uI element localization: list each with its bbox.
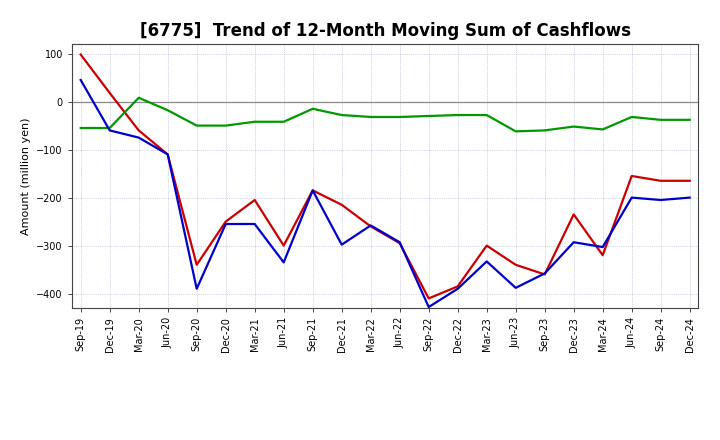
Free Cashflow [192, 286, 201, 291]
Free Cashflow [541, 271, 549, 276]
Free Cashflow [570, 240, 578, 245]
Investing Cashflow [279, 119, 288, 125]
Investing Cashflow [76, 125, 85, 131]
Free Cashflow [366, 223, 375, 228]
Free Cashflow [424, 304, 433, 310]
Operating Cashflow [657, 178, 665, 183]
Free Cashflow [221, 221, 230, 227]
Investing Cashflow [482, 112, 491, 117]
Operating Cashflow [105, 90, 114, 95]
Operating Cashflow [251, 198, 259, 203]
Investing Cashflow [570, 124, 578, 129]
Investing Cashflow [685, 117, 694, 122]
Investing Cashflow [105, 125, 114, 131]
Free Cashflow [308, 188, 317, 193]
Free Cashflow [135, 135, 143, 140]
Free Cashflow [279, 260, 288, 265]
Operating Cashflow [221, 219, 230, 224]
Investing Cashflow [221, 123, 230, 128]
Free Cashflow [251, 221, 259, 227]
Free Cashflow [338, 242, 346, 247]
Free Cashflow [598, 244, 607, 249]
Operating Cashflow [570, 212, 578, 217]
Line: Free Cashflow: Free Cashflow [81, 80, 690, 307]
Y-axis label: Amount (million yen): Amount (million yen) [21, 117, 31, 235]
Investing Cashflow [192, 123, 201, 128]
Operating Cashflow [395, 241, 404, 246]
Operating Cashflow [627, 173, 636, 179]
Operating Cashflow [511, 262, 520, 268]
Investing Cashflow [541, 128, 549, 133]
Investing Cashflow [657, 117, 665, 122]
Free Cashflow [76, 77, 85, 83]
Line: Investing Cashflow: Investing Cashflow [81, 98, 690, 132]
Investing Cashflow [454, 112, 462, 117]
Free Cashflow [395, 240, 404, 245]
Operating Cashflow [598, 253, 607, 258]
Free Cashflow [685, 195, 694, 200]
Operating Cashflow [366, 224, 375, 229]
Free Cashflow [163, 152, 172, 157]
Investing Cashflow [163, 108, 172, 113]
Free Cashflow [657, 198, 665, 203]
Free Cashflow [105, 128, 114, 133]
Free Cashflow [482, 259, 491, 264]
Operating Cashflow [454, 284, 462, 289]
Operating Cashflow [541, 272, 549, 277]
Investing Cashflow [135, 95, 143, 100]
Operating Cashflow [192, 262, 201, 268]
Free Cashflow [627, 195, 636, 200]
Title: [6775]  Trend of 12-Month Moving Sum of Cashflows: [6775] Trend of 12-Month Moving Sum of C… [140, 22, 631, 40]
Operating Cashflow [279, 243, 288, 248]
Operating Cashflow [424, 296, 433, 301]
Operating Cashflow [76, 52, 85, 57]
Investing Cashflow [366, 114, 375, 120]
Investing Cashflow [627, 114, 636, 120]
Line: Operating Cashflow: Operating Cashflow [81, 55, 690, 298]
Investing Cashflow [598, 127, 607, 132]
Investing Cashflow [308, 106, 317, 111]
Operating Cashflow [685, 178, 694, 183]
Operating Cashflow [163, 152, 172, 157]
Operating Cashflow [135, 128, 143, 133]
Operating Cashflow [338, 202, 346, 207]
Investing Cashflow [511, 129, 520, 134]
Investing Cashflow [251, 119, 259, 125]
Investing Cashflow [424, 114, 433, 119]
Operating Cashflow [308, 188, 317, 193]
Free Cashflow [511, 285, 520, 290]
Operating Cashflow [482, 243, 491, 248]
Free Cashflow [454, 286, 462, 291]
Investing Cashflow [338, 112, 346, 117]
Investing Cashflow [395, 114, 404, 120]
